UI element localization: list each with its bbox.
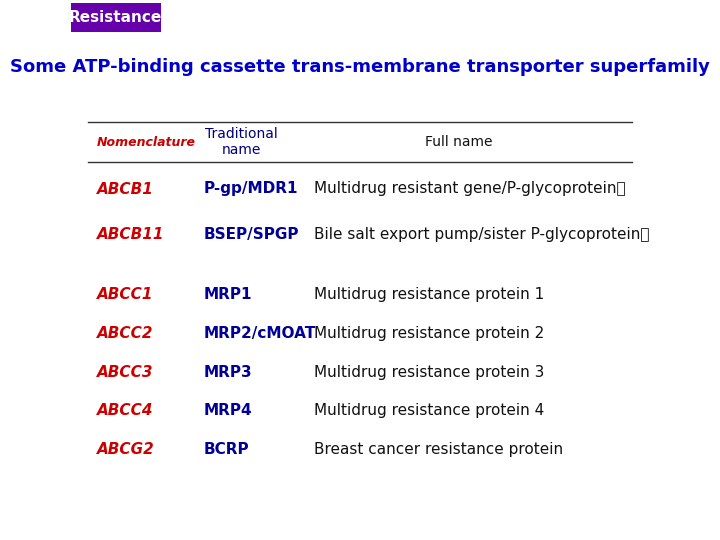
Text: Multidrug resistance protein 2: Multidrug resistance protein 2 — [314, 326, 544, 341]
Text: ABCB1: ABCB1 — [97, 181, 154, 197]
Text: ABCC3: ABCC3 — [97, 364, 153, 380]
Text: P-gp/MDR1: P-gp/MDR1 — [204, 181, 298, 197]
Text: ABCC1: ABCC1 — [97, 287, 153, 302]
Text: BSEP/SPGP: BSEP/SPGP — [204, 227, 300, 242]
Text: Multidrug resistance protein 4: Multidrug resistance protein 4 — [314, 403, 544, 418]
Text: ABCC4: ABCC4 — [97, 403, 153, 418]
Text: ABCG2: ABCG2 — [97, 442, 155, 457]
Text: Bile salt export pump/sister P-glycoprotein、: Bile salt export pump/sister P-glycoprot… — [314, 227, 649, 242]
Text: ABCC2: ABCC2 — [97, 326, 153, 341]
Text: Some ATP-binding cassette trans-membrane transporter superfamily: Some ATP-binding cassette trans-membrane… — [10, 58, 710, 77]
Text: MRP2/cMOAT: MRP2/cMOAT — [204, 326, 316, 341]
Text: Traditional
name: Traditional name — [205, 127, 278, 157]
Text: BCRP: BCRP — [204, 442, 250, 457]
Text: Full name: Full name — [425, 135, 492, 149]
Text: Breast cancer resistance protein: Breast cancer resistance protein — [314, 442, 563, 457]
Text: MRP1: MRP1 — [204, 287, 253, 302]
Text: MRP4: MRP4 — [204, 403, 253, 418]
Text: ABCB11: ABCB11 — [97, 227, 164, 242]
Text: Multidrug resistance protein 3: Multidrug resistance protein 3 — [314, 364, 544, 380]
Text: Resistance: Resistance — [69, 10, 163, 25]
Text: Multidrug resistance protein 1: Multidrug resistance protein 1 — [314, 287, 544, 302]
Text: Multidrug resistant gene/P-glycoprotein、: Multidrug resistant gene/P-glycoprotein、 — [314, 181, 626, 197]
Text: Nomenclature: Nomenclature — [97, 136, 196, 148]
FancyBboxPatch shape — [71, 3, 161, 32]
Text: MRP3: MRP3 — [204, 364, 253, 380]
